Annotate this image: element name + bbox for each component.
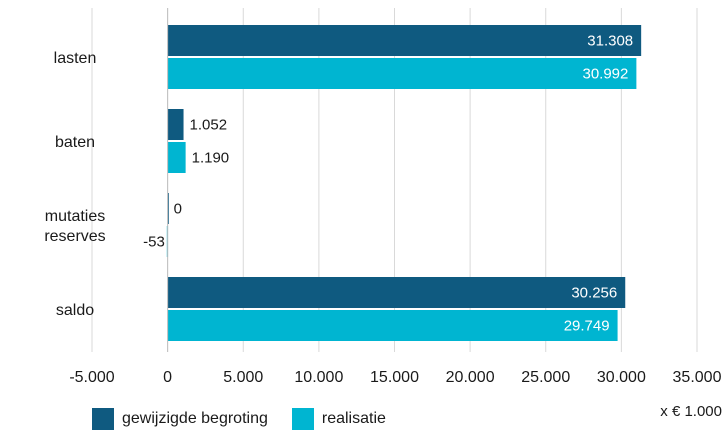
bars	[166, 25, 642, 341]
data-label: -53	[143, 234, 165, 251]
legend: gewijzigde begroting realisatie	[92, 408, 410, 430]
data-label: 0	[174, 201, 182, 218]
legend-item-realisatie: realisatie	[291, 408, 386, 430]
x-tick-label: 5.000	[223, 369, 263, 386]
x-tick-label: 20.000	[446, 369, 495, 386]
legend-label-realisatie: realisatie	[321, 410, 386, 427]
category-label: saldo	[56, 302, 94, 319]
category-label: lasten	[54, 50, 97, 67]
x-tick-label: -5.000	[69, 369, 114, 386]
x-tick-label: 15.000	[370, 369, 419, 386]
bar	[167, 193, 169, 224]
legend-swatch-realisatie	[291, 408, 314, 430]
bar	[167, 277, 626, 308]
bar	[167, 25, 642, 56]
data-label: 30.992	[582, 66, 628, 83]
category-labels: lasten baten mutaties reserves saldo	[44, 50, 105, 319]
data-label: 1.052	[190, 117, 228, 134]
data-label: 1.190	[192, 150, 230, 167]
category-label: baten	[55, 134, 95, 151]
data-label: 29.749	[564, 318, 610, 335]
unit-label: x € 1.000	[660, 403, 722, 420]
category-label: reserves	[44, 228, 105, 245]
data-label: 30.256	[571, 285, 617, 302]
x-tick-labels: -5.000 0 5.000 10.000 15.000 20.000 25.000 30.0…	[69, 369, 721, 386]
x-tick-label: 35.000	[673, 369, 722, 386]
bar	[167, 109, 184, 140]
legend-item-begroting: gewijzigde begroting	[92, 408, 268, 430]
legend-label-begroting: gewijzigde begroting	[122, 410, 268, 427]
x-tick-label: 0	[163, 369, 172, 386]
bar	[167, 142, 186, 173]
x-tick-label: 25.000	[521, 369, 570, 386]
category-label: mutaties	[45, 208, 105, 225]
data-labels: 31.308 1.052 0 30.256 30.992 1.190 -53 29.749	[143, 33, 633, 335]
bar	[167, 310, 618, 341]
x-tick-label: 10.000	[294, 369, 343, 386]
bar	[167, 58, 637, 89]
legend-swatch-begroting	[92, 408, 114, 430]
x-tick-label: 30.000	[597, 369, 646, 386]
data-label: 31.308	[587, 33, 633, 50]
